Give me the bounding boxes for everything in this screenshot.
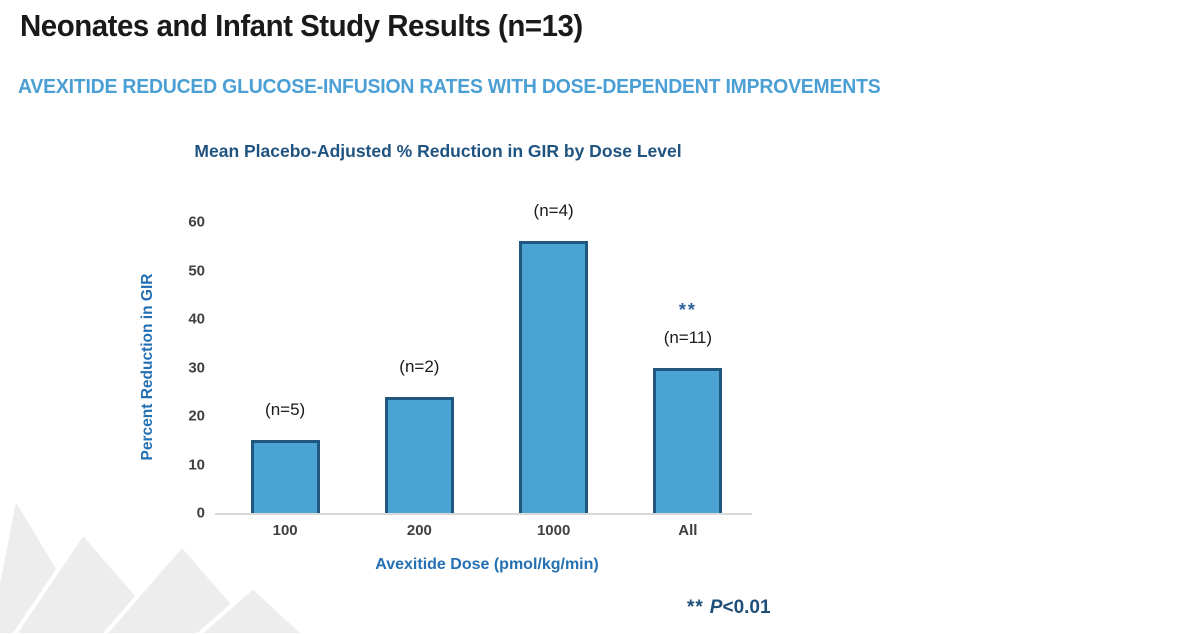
bar-100 — [250, 440, 320, 513]
x-axis-labels: 100 200 1000 All — [215, 521, 752, 543]
bar-200 — [384, 396, 454, 513]
bar-annotation-200: (n=2) — [399, 356, 440, 376]
footnote-value: <0.01 — [722, 597, 771, 618]
x-tick-1000: 1000 — [536, 522, 571, 539]
y-tick-20: 20 — [188, 407, 205, 425]
y-axis-ticks: 0 10 20 30 40 50 60 — [160, 215, 205, 521]
mountain-logo-watermark — [0, 491, 308, 635]
plot-area: (n=5) (n=2) (n=4) (n=11) ** — [215, 201, 752, 515]
y-tick-50: 50 — [188, 262, 205, 279]
significance-stars: ** — [678, 299, 697, 320]
y-tick-30: 30 — [188, 359, 205, 376]
bar-annotation-100: (n=5) — [265, 400, 306, 420]
y-tick-60: 60 — [188, 213, 205, 231]
bar-annotation-1000: (n=4) — [533, 201, 574, 221]
y-tick-0: 0 — [196, 504, 205, 522]
y-axis-title: Percent Reduction in GIR — [139, 273, 156, 461]
x-tick-200: 200 — [406, 522, 432, 539]
y-tick-10: 10 — [188, 456, 205, 473]
chart-title: Mean Placebo-Adjusted % Reduction in GIR… — [194, 141, 682, 161]
x-tick-All: All — [678, 522, 698, 539]
bar-annotation-All: (n=11) — [663, 327, 713, 347]
x-axis-title: Avexitide Dose (pmol/kg/min) — [375, 556, 599, 573]
x-tick-100: 100 — [272, 522, 298, 539]
slide-subtitle: AVEXITIDE REDUCED GLUCOSE-INFUSION RATES… — [18, 76, 881, 98]
footnote-p-symbol: P — [709, 597, 723, 618]
significance-footnote: ** P<0.01 — [687, 597, 771, 619]
bar-All — [653, 367, 723, 513]
footnote-marker: ** — [687, 597, 704, 618]
slide-title: Neonates and Infant Study Results (n=13) — [20, 8, 583, 43]
y-tick-40: 40 — [188, 310, 205, 328]
bar-1000 — [519, 241, 589, 513]
